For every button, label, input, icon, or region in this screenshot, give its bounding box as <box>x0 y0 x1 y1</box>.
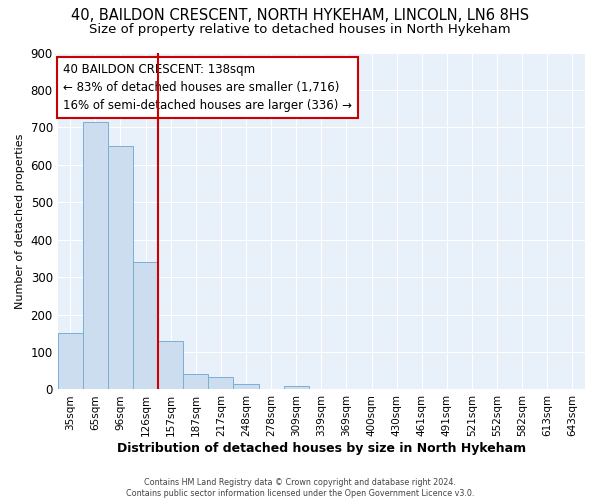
Bar <box>183 374 208 390</box>
Bar <box>133 262 158 390</box>
Bar <box>208 378 233 390</box>
Bar <box>158 341 183 390</box>
Bar <box>233 384 259 390</box>
Text: Size of property relative to detached houses in North Hykeham: Size of property relative to detached ho… <box>89 22 511 36</box>
Y-axis label: Number of detached properties: Number of detached properties <box>15 134 25 308</box>
Bar <box>83 122 108 390</box>
Bar <box>58 334 83 390</box>
Bar <box>108 146 133 390</box>
X-axis label: Distribution of detached houses by size in North Hykeham: Distribution of detached houses by size … <box>117 442 526 455</box>
Text: 40, BAILDON CRESCENT, NORTH HYKEHAM, LINCOLN, LN6 8HS: 40, BAILDON CRESCENT, NORTH HYKEHAM, LIN… <box>71 8 529 22</box>
Bar <box>284 386 309 390</box>
Text: 40 BAILDON CRESCENT: 138sqm
← 83% of detached houses are smaller (1,716)
16% of : 40 BAILDON CRESCENT: 138sqm ← 83% of det… <box>63 62 352 112</box>
Text: Contains HM Land Registry data © Crown copyright and database right 2024.
Contai: Contains HM Land Registry data © Crown c… <box>126 478 474 498</box>
